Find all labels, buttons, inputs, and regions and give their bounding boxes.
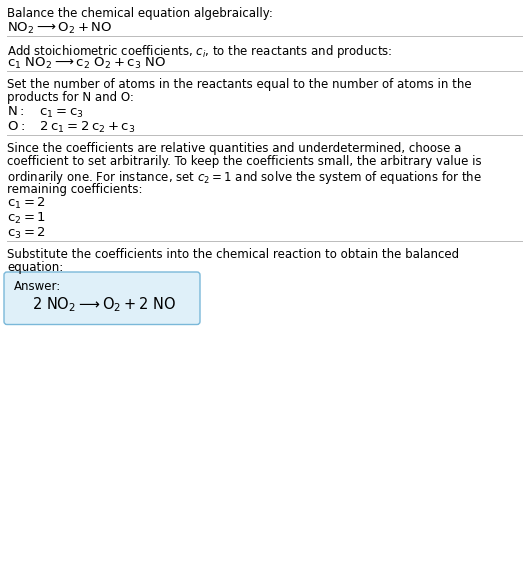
Text: $\mathrm{2\ NO_2 \longrightarrow O_2 + 2\ NO}$: $\mathrm{2\ NO_2 \longrightarrow O_2 + 2… — [32, 295, 177, 314]
Text: Add stoichiometric coefficients, $c_i$, to the reactants and products:: Add stoichiometric coefficients, $c_i$, … — [7, 43, 393, 60]
Text: $\mathrm{O:\quad 2\,c_1 = 2\,c_2 + c_3}$: $\mathrm{O:\quad 2\,c_1 = 2\,c_2 + c_3}$ — [7, 120, 135, 135]
Text: ordinarily one. For instance, set $c_2 = 1$ and solve the system of equations fo: ordinarily one. For instance, set $c_2 =… — [7, 169, 482, 186]
Text: $\mathrm{NO_2 \longrightarrow O_2 + NO}$: $\mathrm{NO_2 \longrightarrow O_2 + NO}$ — [7, 20, 113, 36]
Text: $\mathrm{c_1 = 2}$: $\mathrm{c_1 = 2}$ — [7, 196, 46, 211]
Text: $\mathrm{c_1\ NO_2 \longrightarrow c_2\ O_2 + c_3\ NO}$: $\mathrm{c_1\ NO_2 \longrightarrow c_2\ … — [7, 56, 167, 71]
Text: $\mathrm{N:\quad c_1 = c_3}$: $\mathrm{N:\quad c_1 = c_3}$ — [7, 105, 84, 120]
Text: $\mathrm{c_3 = 2}$: $\mathrm{c_3 = 2}$ — [7, 226, 46, 241]
FancyBboxPatch shape — [4, 272, 200, 324]
Text: Set the number of atoms in the reactants equal to the number of atoms in the: Set the number of atoms in the reactants… — [7, 78, 472, 91]
Text: coefficient to set arbitrarily. To keep the coefficients small, the arbitrary va: coefficient to set arbitrarily. To keep … — [7, 155, 481, 168]
Text: remaining coefficients:: remaining coefficients: — [7, 183, 142, 196]
Text: Substitute the coefficients into the chemical reaction to obtain the balanced: Substitute the coefficients into the che… — [7, 248, 459, 261]
Text: Balance the chemical equation algebraically:: Balance the chemical equation algebraica… — [7, 7, 273, 20]
Text: Since the coefficients are relative quantities and underdetermined, choose a: Since the coefficients are relative quan… — [7, 142, 461, 155]
Text: $\mathrm{c_2 = 1}$: $\mathrm{c_2 = 1}$ — [7, 211, 46, 226]
Text: products for N and O:: products for N and O: — [7, 91, 134, 104]
Text: equation:: equation: — [7, 261, 63, 274]
Text: Answer:: Answer: — [14, 280, 61, 293]
